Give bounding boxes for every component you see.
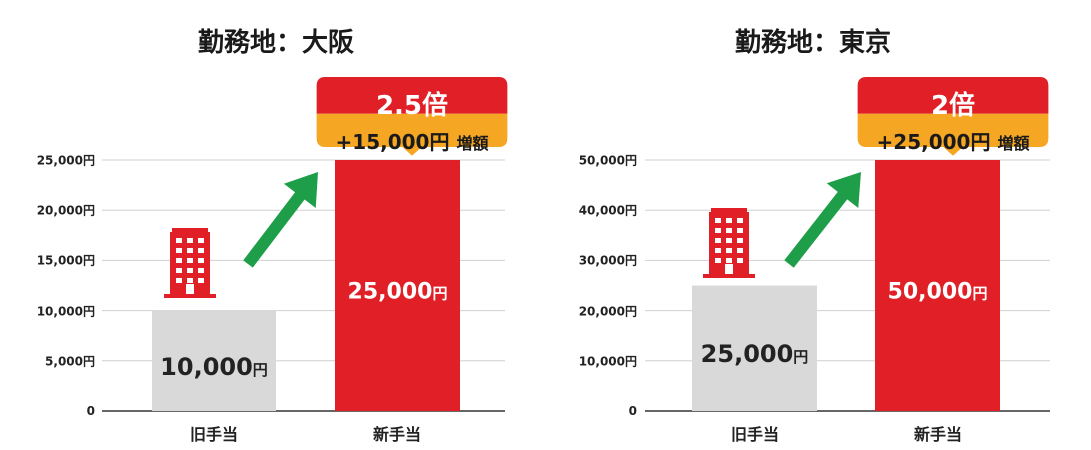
bar-value-label-new: 50,000円 <box>887 279 988 304</box>
bar-old <box>692 285 817 411</box>
y-tick-label: 25,000円 <box>36 153 95 168</box>
callout-multiplier: 2.5倍 <box>375 91 449 121</box>
category-label-old: 旧手当 <box>730 425 780 444</box>
y-axis-ticks: 0 10,000円 20,000円 30,000円 40,000円 50,000円 <box>545 0 637 450</box>
y-tick-label: 30,000円 <box>578 253 637 268</box>
y-tick-label: 40,000円 <box>578 203 637 218</box>
chart-panel-osaka: 勤務地：大阪 0 5,000円 10,000円 15,000円 20,000円 25,00… <box>0 0 545 450</box>
category-label-new: 新手当 <box>372 425 422 444</box>
callout-multiplier: 2倍 <box>930 91 976 121</box>
chart-title: 勤務地：東京 <box>735 28 892 58</box>
y-tick-label: 20,000円 <box>578 304 637 319</box>
y-tick-label: 15,000円 <box>36 253 95 268</box>
bar-value-label-old: 25,000円 <box>700 340 809 369</box>
bar-value-label-new: 25,000円 <box>347 279 448 304</box>
growth-arrow-icon <box>784 171 862 268</box>
bar-new <box>335 160 460 411</box>
bar-new <box>875 160 1000 411</box>
callout-difference: +15,000円 増額 <box>335 130 489 154</box>
chart-title: 勤務地：大阪 <box>198 28 355 58</box>
chart-canvas-tokyo <box>645 159 1050 412</box>
bar-old <box>152 310 276 411</box>
y-tick-label: 50,000円 <box>578 153 637 168</box>
y-tick-label: 0 <box>628 404 637 418</box>
callout-difference: +25,000円 増額 <box>876 130 1030 154</box>
chart-canvas-osaka <box>102 159 505 412</box>
chart-panel-tokyo: 勤務地：東京 0 10,000円 20,000円 30,000円 40,000円 50,0… <box>545 0 1091 450</box>
y-tick-label: 10,000円 <box>36 304 95 319</box>
office-building-icon <box>164 228 216 298</box>
y-tick-label: 0 <box>86 404 95 418</box>
y-axis-ticks: 0 5,000円 10,000円 15,000円 20,000円 25,000円 <box>0 0 95 450</box>
category-label-old: 旧手当 <box>189 425 239 444</box>
y-tick-label: 20,000円 <box>36 203 95 218</box>
increase-callout: 2.5倍 +15,000円 増額 <box>303 77 521 161</box>
category-label-new: 新手当 <box>913 425 963 444</box>
growth-arrow-icon <box>243 171 319 268</box>
increase-callout: 2倍 +25,000円 増額 <box>844 77 1062 161</box>
y-tick-label: 5,000円 <box>45 354 95 369</box>
bar-value-label-old: 10,000円 <box>160 352 268 381</box>
y-tick-label: 10,000円 <box>578 354 637 369</box>
office-building-icon <box>703 208 755 278</box>
